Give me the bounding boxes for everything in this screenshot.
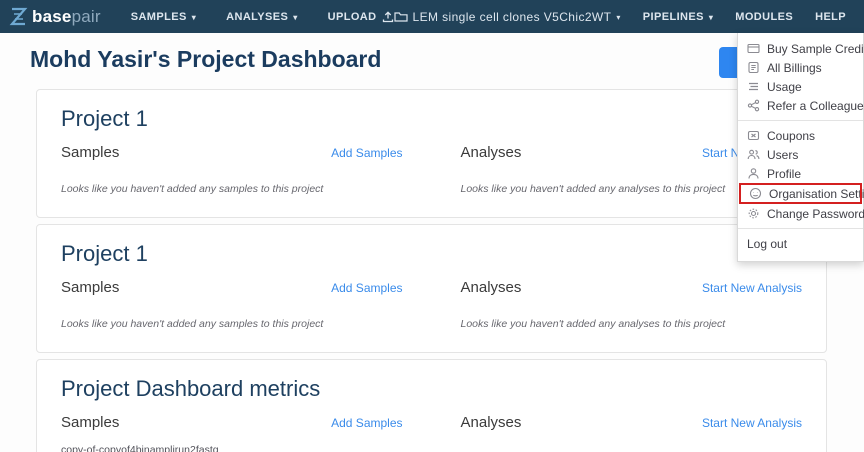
receipt-icon (747, 61, 760, 74)
nav-samples-menu[interactable]: SAMPLES ▾ (130, 10, 197, 23)
share-icon (747, 99, 760, 112)
analyses-header: Analyses (460, 144, 522, 161)
menu-item-coupons[interactable]: Coupons (738, 126, 863, 145)
nav-project-selector[interactable]: LEM single cell clones V5Chic2WT ▾ (393, 10, 621, 24)
folder-icon (393, 11, 408, 23)
project-name[interactable]: Project 1 (61, 241, 148, 266)
chevron-down-icon: ▾ (616, 12, 621, 22)
menu-divider (738, 228, 863, 229)
menu-item-all-billings[interactable]: All Billings (738, 58, 863, 77)
users-icon (747, 148, 760, 161)
gear-icon (747, 207, 760, 220)
menu-item-log-out[interactable]: Log out (747, 236, 788, 251)
samples-empty-message: Looks like you haven't added any samples… (61, 318, 324, 330)
project-card: Project 1 Samples Add Samples Looks like… (36, 224, 827, 353)
menu-item-refer-a-colleague[interactable]: Refer a Colleague (738, 96, 864, 115)
samples-header: Samples (61, 414, 120, 431)
menu-divider (738, 120, 863, 121)
analyses-empty-message: Looks like you haven't added any analyse… (460, 183, 726, 195)
add-samples-link[interactable]: Add Samples (331, 416, 403, 430)
project-card: Project Dashboard metrics Samples Add Sa… (36, 359, 827, 452)
menu-item-change-password[interactable]: Change Password (738, 204, 864, 223)
chevron-down-icon: ▾ (293, 12, 298, 22)
analyses-header: Analyses (460, 279, 522, 296)
usage-list-icon (747, 80, 760, 93)
project-name[interactable]: Project Dashboard metrics (61, 376, 321, 401)
top-navbar: basepair SAMPLES ▾ ANALYSES ▾ UPLOAD (0, 0, 864, 33)
samples-empty-message: Looks like you haven't added any samples… (61, 183, 324, 195)
nav-upload-button[interactable]: UPLOAD (328, 11, 394, 23)
nav-help-link[interactable]: HELP (815, 10, 847, 23)
add-samples-link[interactable]: Add Samples (331, 146, 403, 160)
samples-header: Samples (61, 279, 120, 296)
add-samples-link[interactable]: Add Samples (331, 281, 403, 295)
menu-item-users[interactable]: Users (738, 145, 863, 164)
logo-text-base: base (32, 6, 72, 26)
page-title: Mohd Yasir's Project Dashboard (30, 46, 382, 72)
nav-pipelines-menu[interactable]: PIPELINES ▾ (642, 10, 714, 23)
project-card: Project 1 Samples Add Samples Looks like… (36, 89, 827, 218)
menu-item-usage[interactable]: Usage (738, 77, 863, 96)
user-dropdown-menu: Buy Sample Credits All Billings Usage Re… (737, 33, 864, 262)
menu-item-buy-sample-credits[interactable]: Buy Sample Credits (738, 39, 864, 58)
nav-modules-link[interactable]: MODULES (735, 10, 794, 23)
menu-item-profile[interactable]: Profile (738, 164, 863, 183)
basepair-logo[interactable]: basepair (8, 6, 101, 27)
organisation-icon (749, 187, 762, 200)
chevron-down-icon: ▾ (191, 12, 197, 22)
start-new-analysis-link[interactable]: Start New Analysis (701, 416, 802, 430)
analyses-header: Analyses (460, 414, 522, 431)
basepair-dna-icon (8, 6, 29, 27)
logo-text-pair: pair (71, 6, 101, 26)
analyses-empty-message: Looks like you haven't added any analyse… (460, 318, 726, 330)
samples-header: Samples (61, 144, 120, 161)
upload-icon (382, 10, 394, 23)
menu-item-organisation-settings[interactable]: Organisation Settings (739, 183, 864, 204)
sample-list-item[interactable]: copy-of-copyof4binamplirun2fastq (61, 444, 219, 452)
credit-card-icon (747, 42, 760, 55)
nav-analyses-menu[interactable]: ANALYSES ▾ (226, 10, 298, 23)
chevron-down-icon: ▾ (708, 12, 714, 22)
start-new-analysis-link[interactable]: Start New Analysis (701, 281, 802, 295)
project-name[interactable]: Project 1 (61, 106, 148, 131)
coupon-icon (747, 129, 760, 142)
profile-icon (747, 167, 760, 180)
